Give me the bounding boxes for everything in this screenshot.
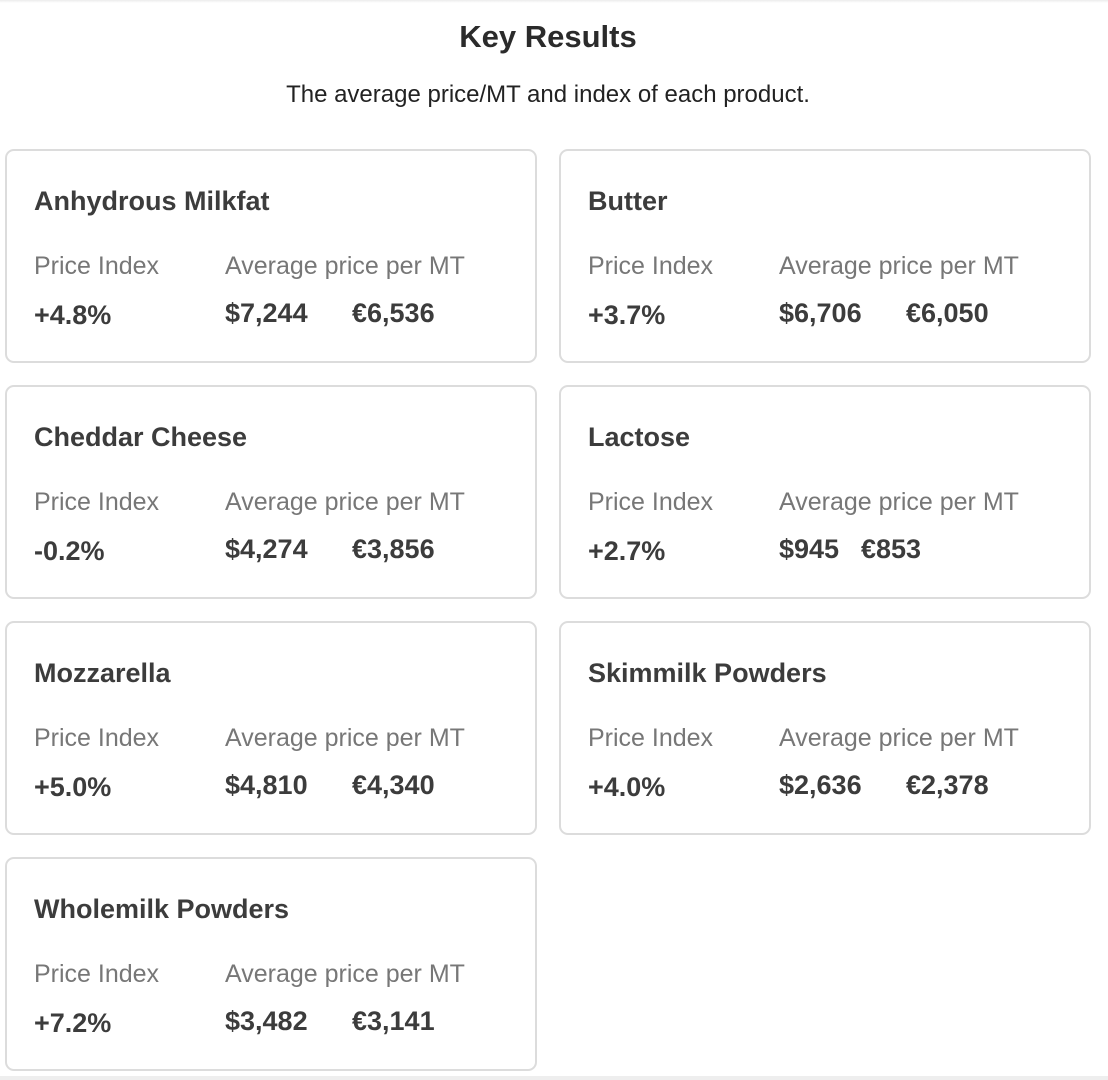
price-index-value: +4.8% — [34, 300, 112, 330]
average-price-label: Average price per MT — [779, 488, 1019, 516]
price-eur-value: €6,536 — [352, 298, 435, 328]
price-usd-value: $7,244 — [225, 298, 308, 328]
price-index-label: Price Index — [34, 488, 160, 516]
average-price-label: Average price per MT — [225, 488, 465, 516]
average-price-label: Average price per MT — [225, 252, 465, 280]
product-name: Anhydrous Milkfat — [34, 186, 270, 216]
price-eur-value: €2,378 — [906, 770, 989, 800]
price-eur-value: €3,141 — [352, 1006, 435, 1036]
price-index-label: Price Index — [34, 960, 160, 988]
price-index-label: Price Index — [588, 252, 714, 280]
product-name: Mozzarella — [34, 658, 171, 688]
product-card-grid: Anhydrous Milkfat Price Index Average pr… — [5, 149, 1091, 1071]
product-name: Skimmilk Powders — [588, 658, 827, 688]
average-price-label: Average price per MT — [225, 960, 465, 988]
price-index-label: Price Index — [34, 252, 160, 280]
price-index-value: -0.2% — [34, 536, 105, 566]
average-price-label: Average price per MT — [779, 252, 1019, 280]
product-card-lactose: Lactose Price Index Average price per MT… — [559, 385, 1091, 599]
price-eur-value: €6,050 — [906, 298, 989, 328]
price-usd-value: $3,482 — [225, 1006, 308, 1036]
price-index-label: Price Index — [588, 724, 714, 752]
price-usd-value: $6,706 — [779, 298, 862, 328]
product-card-butter: Butter Price Index Average price per MT … — [559, 149, 1091, 363]
price-index-value: +5.0% — [34, 772, 112, 802]
price-eur-value: €3,856 — [352, 534, 435, 564]
price-usd-value: $2,636 — [779, 770, 862, 800]
page-title: Key Results — [459, 19, 637, 54]
price-index-value: +4.0% — [588, 772, 666, 802]
average-price-label: Average price per MT — [225, 724, 465, 752]
product-card-skimmilk-powders: Skimmilk Powders Price Index Average pri… — [559, 621, 1091, 835]
average-price-label: Average price per MT — [779, 724, 1019, 752]
product-card-wholemilk-powders: Wholemilk Powders Price Index Average pr… — [5, 857, 537, 1071]
top-divider — [0, 0, 1108, 3]
price-eur-value: €4,340 — [352, 770, 435, 800]
product-name: Lactose — [588, 422, 691, 452]
price-usd-value: $945 — [779, 534, 840, 564]
page-subtitle: The average price/MT and index of each p… — [286, 81, 810, 108]
product-name: Cheddar Cheese — [34, 422, 248, 452]
price-usd-value: $4,274 — [225, 534, 308, 564]
product-name: Wholemilk Powders — [34, 894, 290, 924]
price-eur-value: €853 — [861, 534, 922, 564]
product-name: Butter — [588, 186, 668, 216]
product-card-cheddar-cheese: Cheddar Cheese Price Index Average price… — [5, 385, 537, 599]
price-index-value: +2.7% — [588, 536, 666, 566]
price-usd-value: $4,810 — [225, 770, 308, 800]
price-index-value: +7.2% — [34, 1008, 112, 1038]
price-index-value: +3.7% — [588, 300, 666, 330]
bottom-divider — [0, 1076, 1108, 1080]
price-index-label: Price Index — [34, 724, 160, 752]
product-card-mozzarella: Mozzarella Price Index Average price per… — [5, 621, 537, 835]
price-index-label: Price Index — [588, 488, 714, 516]
product-card-anhydrous-milkfat: Anhydrous Milkfat Price Index Average pr… — [5, 149, 537, 363]
